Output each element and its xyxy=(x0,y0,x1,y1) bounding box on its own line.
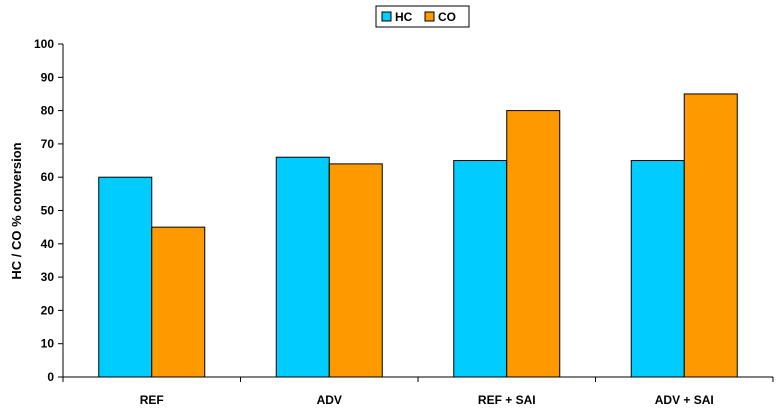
y-tick-label: 70 xyxy=(41,137,55,151)
bar-hc-adv-sai xyxy=(630,160,685,378)
legend-box xyxy=(375,5,470,28)
bar-hc-adv xyxy=(275,156,330,378)
x-tick-label-ref: REF xyxy=(140,393,164,407)
y-tick-label: 20 xyxy=(41,303,55,317)
y-tick-label: 10 xyxy=(41,337,55,351)
legend-label-co: CO xyxy=(438,10,456,24)
x-tick-label-adv: ADV xyxy=(317,393,342,407)
y-tick-label: 90 xyxy=(41,70,55,84)
bar-co-ref-sai xyxy=(506,110,561,378)
legend-label-hc: HC xyxy=(395,10,413,24)
y-tick-label: 100 xyxy=(34,37,54,51)
legend-swatch-hc xyxy=(381,11,392,22)
y-tick-label: 30 xyxy=(41,270,55,284)
y-axis-title: HC / CO % conversion xyxy=(9,142,24,279)
bar-hc-ref xyxy=(98,176,153,378)
y-tick-label: 60 xyxy=(41,170,55,184)
bar-co-ref xyxy=(151,226,206,378)
bars xyxy=(98,93,738,378)
y-tick-label: 40 xyxy=(41,237,55,251)
y-tick-label: 50 xyxy=(41,204,55,218)
bar-co-adv xyxy=(328,163,383,378)
bar-co-adv-sai xyxy=(683,93,738,378)
x-tick-label-ref-sai: REF + SAI xyxy=(478,393,536,407)
x-axis-ticks: REF ADV REF + SAI ADV + SAI xyxy=(62,377,774,407)
y-tick-label: 80 xyxy=(41,104,55,118)
y-axis-ticks: 0 10 20 30 40 50 60 70 80 90 100 xyxy=(34,37,63,384)
legend-swatch-co xyxy=(424,11,435,22)
legend: HC CO xyxy=(375,5,470,28)
x-tick-label-adv-sai: ADV + SAI xyxy=(655,393,714,407)
bar-hc-ref-sai xyxy=(453,160,508,378)
y-tick-label: 0 xyxy=(47,370,54,384)
